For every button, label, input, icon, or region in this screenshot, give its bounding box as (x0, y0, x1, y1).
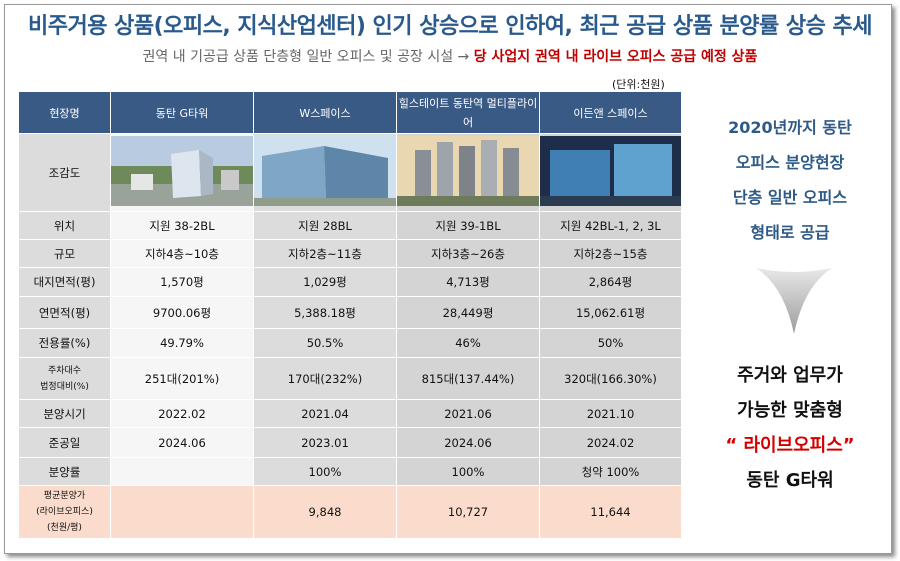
unit-note: (단위:천원) (612, 78, 665, 91)
table-header-row: 현장명 동탄 G타워 W스페이스 힐스테이트 동탄역 멀티플라이어 이든앤 스페… (18, 91, 682, 134)
row-label: 규모 (18, 239, 111, 268)
table-cell: 100% (396, 457, 540, 486)
price-cell (110, 485, 254, 539)
header-project-3: 힐스테이트 동탄역 멀티플라이어 (396, 91, 540, 134)
table-cell: 28,449평 (396, 296, 540, 329)
table-cell (110, 457, 254, 486)
table-cell: 지하3층~26층 (396, 239, 540, 268)
table-cell: 지하2층~11층 (253, 239, 397, 268)
table-cell: 50% (539, 328, 682, 358)
subtitle-prefix: 권역 내 기공급 상품 단층형 일반 오피스 및 공장 시설 → (142, 49, 470, 65)
side-note-line: 오피스 분양현장 (735, 153, 845, 172)
price-cell: 11,644 (539, 485, 682, 539)
header-project-2: W스페이스 (253, 91, 397, 134)
table-cell: 815대(137.44%) (396, 357, 540, 400)
building-rendering-4 (540, 136, 681, 206)
building-rendering-3 (397, 136, 539, 206)
rendering-image-4 (539, 133, 682, 212)
down-arrow-icon (756, 268, 832, 334)
row-label-price: 평균분양가 (라이브오피스) (천원/평) (18, 485, 111, 539)
table-cell: 지원 28BL (253, 211, 397, 240)
side-note-line: 단층 일반 오피스 (732, 188, 848, 207)
table-cell: 15,062.61평 (539, 296, 682, 329)
table-cell: 2022.02 (110, 399, 254, 428)
table-cell: 2021.10 (539, 399, 682, 428)
rendering-image-2 (253, 133, 397, 212)
table-cell: 청약 100% (539, 457, 682, 486)
row-label: 준공일 (18, 427, 111, 458)
table-cell: 2021.06 (396, 399, 540, 428)
rendering-row: 조감도 (18, 133, 682, 212)
table-cell: 320대(166.30%) (539, 357, 682, 400)
table-cell: 지원 42BL-1, 2, 3L (539, 211, 682, 240)
conclusion-highlight: “ 라이브오피스” (725, 435, 855, 456)
row-label: 위치 (18, 211, 111, 240)
table-cell: 100% (253, 457, 397, 486)
table-row: 분양률 100% 100% 청약 100% (18, 457, 682, 486)
table-row: 준공일 2024.06 2023.01 2024.06 2024.02 (18, 427, 682, 458)
table-cell: 지하2층~15층 (539, 239, 682, 268)
side-note: 2020년까지 동탄 오피스 분양현장 단층 일반 오피스 형태로 공급 (690, 110, 890, 250)
table-cell: 50.5% (253, 328, 397, 358)
table-cell: 1,029평 (253, 267, 397, 297)
subtitle-highlight: 당 사업지 권역 내 라이브 오피스 공급 예정 상품 (473, 49, 758, 65)
table-cell: 2023.01 (253, 427, 397, 458)
building-rendering-2 (254, 136, 396, 206)
row-label: 전용률(%) (18, 328, 111, 358)
side-note-line: 2020년까지 동탄 (728, 118, 852, 137)
table-row: 규모 지하4층~10층 지하2층~11층 지하3층~26층 지하2층~15층 (18, 239, 682, 268)
side-note-line: 형태로 공급 (750, 223, 830, 242)
table-cell: 5,388.18평 (253, 296, 397, 329)
table-cell: 지하4층~10층 (110, 239, 254, 268)
page-subtitle: 권역 내 기공급 상품 단층형 일반 오피스 및 공장 시설 → 당 사업지 권… (0, 46, 900, 66)
table-cell: 지원 39-1BL (396, 211, 540, 240)
row-label: 분양시기 (18, 399, 111, 428)
row-label: 분양률 (18, 457, 111, 486)
table-cell: 1,570평 (110, 267, 254, 297)
table-cell: 2024.02 (539, 427, 682, 458)
rendering-image-3 (396, 133, 540, 212)
table-cell: 2,864평 (539, 267, 682, 297)
table-cell: 2024.06 (396, 427, 540, 458)
row-label-rendering: 조감도 (18, 133, 111, 212)
table-cell: 2024.06 (110, 427, 254, 458)
row-label-parking: 주차대수 법정대비(%) (18, 357, 111, 400)
table-row: 전용률(%) 49.79% 50.5% 46% 50% (18, 328, 682, 358)
table-cell: 4,713평 (396, 267, 540, 297)
table-row: 위치 지원 38-2BL 지원 28BL 지원 39-1BL 지원 42BL-1… (18, 211, 682, 240)
header-project-1: 동탄 G타워 (110, 91, 254, 134)
conclusion-line: 동탄 G타워 (746, 470, 834, 491)
row-label: 연면적(평) (18, 296, 111, 329)
comparison-table: 현장명 동탄 G타워 W스페이스 힐스테이트 동탄역 멀티플라이어 이든앤 스페… (18, 91, 682, 539)
table-cell: 9700.06평 (110, 296, 254, 329)
price-cell: 10,727 (396, 485, 540, 539)
table-cell: 251대(201%) (110, 357, 254, 400)
header-site-name: 현장명 (18, 91, 111, 134)
table-row: 분양시기 2022.02 2021.04 2021.06 2021.10 (18, 399, 682, 428)
table-cell: 49.79% (110, 328, 254, 358)
conclusion-line: 가능한 맞춤형 (737, 400, 843, 421)
table-row: 연면적(평) 9700.06평 5,388.18평 28,449평 15,062… (18, 296, 682, 329)
row-label: 대지면적(평) (18, 267, 111, 297)
table-row: 대지면적(평) 1,570평 1,029평 4,713평 2,864평 (18, 267, 682, 297)
table-row: 주차대수 법정대비(%) 251대(201%) 170대(232%) 815대(… (18, 357, 682, 400)
page-title: 비주거용 상품(오피스, 지식산업센터) 인기 상승으로 인하여, 최근 공급 … (28, 14, 872, 39)
header-project-4: 이든앤 스페이스 (539, 91, 682, 134)
conclusion-block: 주거와 업무가 가능한 맞춤형 “ 라이브오피스” 동탄 G타워 (690, 358, 890, 498)
table-cell: 2021.04 (253, 399, 397, 428)
price-cell: 9,848 (253, 485, 397, 539)
table-cell: 지원 38-2BL (110, 211, 254, 240)
conclusion-line: 주거와 업무가 (737, 365, 843, 386)
table-cell: 170대(232%) (253, 357, 397, 400)
table-cell: 46% (396, 328, 540, 358)
building-rendering-1 (111, 136, 253, 206)
price-row: 평균분양가 (라이브오피스) (천원/평) 9,848 10,727 11,64… (18, 485, 682, 539)
rendering-image-1 (110, 133, 254, 212)
